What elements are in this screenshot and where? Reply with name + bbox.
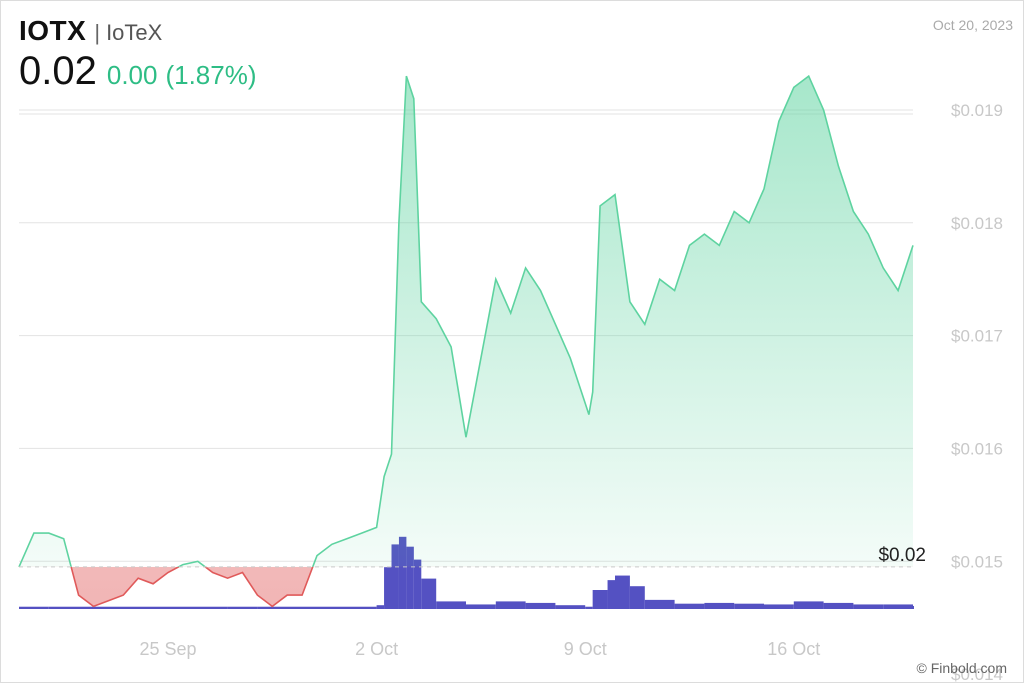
y-tick-label: $0.015 — [951, 552, 1003, 571]
coin-name: IoTeX — [106, 20, 163, 45]
volume-bar — [853, 604, 884, 609]
x-tick-label: 2 Oct — [355, 639, 398, 659]
volume-bar — [615, 575, 630, 609]
current-price: 0.02 — [19, 49, 97, 93]
volume-bar — [466, 604, 496, 609]
volume-bar — [734, 603, 764, 609]
price-row: 0.02 0.00 (1.87%) — [19, 49, 257, 94]
volume-bar — [913, 605, 914, 609]
price-header: IOTX | IoTeX 0.02 0.00 (1.87%) — [19, 15, 257, 94]
price-change-percent: (1.87%) — [165, 60, 257, 90]
volume-bar — [406, 546, 414, 609]
x-tick-label: 9 Oct — [564, 639, 607, 659]
volume-bar — [376, 605, 385, 609]
volume-bar — [413, 559, 422, 609]
volume-bar — [883, 604, 913, 609]
volume-bar — [495, 601, 526, 609]
price-line-up — [18, 74, 914, 567]
y-tick-label: $0.018 — [951, 214, 1003, 233]
baseline-label: $0.02 — [878, 545, 926, 566]
chart-date: Oct 20, 2023 — [932, 17, 1013, 33]
volume-bar — [384, 567, 392, 609]
volume-bar — [525, 602, 556, 609]
price-area-up — [19, 76, 913, 567]
volume-bar — [391, 544, 399, 609]
ticker-row: IOTX | IoTeX — [19, 15, 257, 47]
volume-bar — [674, 603, 705, 609]
volume-bar — [436, 601, 466, 609]
volume-bar — [48, 606, 228, 609]
y-tick-label: $0.019 — [951, 101, 1003, 120]
ticker-symbol: IOTX — [19, 15, 87, 46]
volume-bar — [823, 602, 854, 609]
finbold-watermark: © Finbold.com — [916, 660, 1007, 676]
volume-bar — [421, 578, 437, 609]
volume-bar — [592, 590, 608, 609]
volume-bar — [704, 602, 735, 609]
volume-bar — [555, 605, 586, 609]
volume-bar — [793, 601, 824, 609]
y-tick-label: $0.016 — [951, 439, 1003, 458]
volume-bar — [629, 586, 645, 609]
price-area-down — [19, 566, 913, 607]
volume-bar — [644, 599, 675, 609]
volume-bar — [19, 606, 49, 609]
y-tick-label: $0.014 — [951, 665, 1003, 682]
volume-bar — [398, 536, 407, 609]
volume-bar — [607, 580, 615, 609]
volume-bar — [764, 604, 794, 609]
volume-bar — [227, 606, 258, 609]
x-tick-label: 25 Sep — [139, 639, 196, 659]
volume-bar — [585, 606, 593, 609]
title-separator: | — [94, 20, 101, 45]
price-change: 0.00 — [106, 60, 158, 90]
volume-bar — [257, 606, 377, 609]
y-tick-label: $0.017 — [951, 327, 1003, 346]
x-tick-label: 16 Oct — [767, 639, 820, 659]
